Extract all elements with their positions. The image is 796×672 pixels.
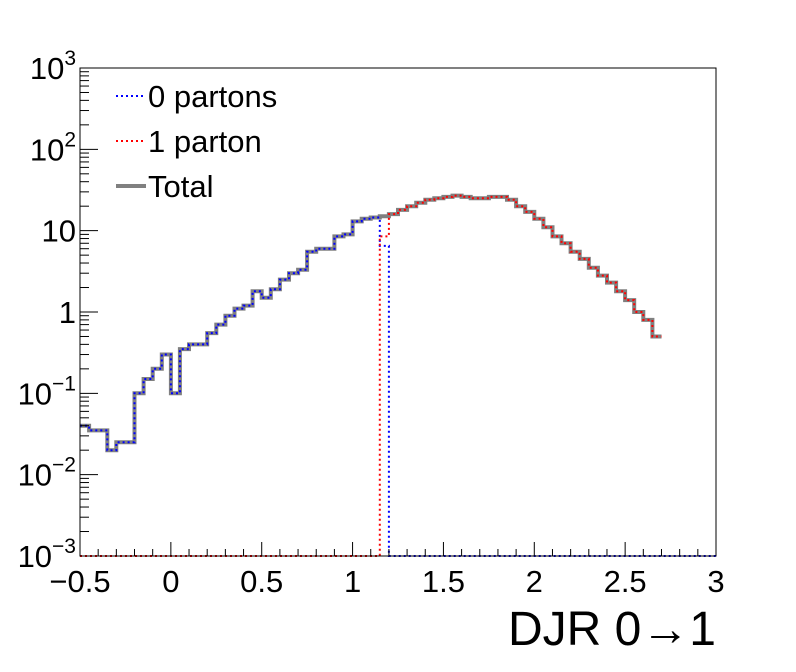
y-tick-exponent: −2 bbox=[52, 454, 76, 477]
y-tick-label: 10−1 bbox=[18, 372, 76, 411]
y-tick-base: 10 bbox=[18, 539, 52, 574]
y-tick-label: 1 bbox=[59, 295, 76, 330]
x-tick-label: 1 bbox=[344, 564, 361, 599]
y-tick-label: 102 bbox=[30, 128, 76, 167]
y-tick-label: 103 bbox=[30, 47, 76, 86]
legend-label: 0 partons bbox=[148, 79, 277, 114]
legend: 0 partons 1 parton Total bbox=[116, 79, 277, 204]
x-tick-label: 0.5 bbox=[240, 564, 283, 599]
y-tick-exponent: 2 bbox=[64, 128, 76, 151]
y-tick-base: 10 bbox=[18, 376, 52, 411]
y-tick-base: 10 bbox=[30, 51, 64, 86]
y-tick-base: 1 bbox=[59, 295, 76, 330]
y-tick-exponent: −3 bbox=[52, 535, 76, 558]
x-tick-label: 2 bbox=[526, 564, 543, 599]
x-axis-label: DJR 0→1 bbox=[508, 603, 716, 656]
x-tick-label: 0 bbox=[162, 564, 179, 599]
y-tick-base: 10 bbox=[18, 458, 52, 493]
x-tick-label: 3 bbox=[707, 564, 724, 599]
y-tick-exponent: 3 bbox=[64, 47, 76, 70]
y-tick-base: 10 bbox=[30, 132, 64, 167]
x-tick-label: 2.5 bbox=[604, 564, 647, 599]
legend-label: 1 parton bbox=[148, 124, 262, 159]
y-tick-label: 10−2 bbox=[18, 454, 76, 493]
legend-label: Total bbox=[148, 169, 213, 204]
y-tick-exponent: −1 bbox=[52, 372, 76, 395]
y-tick-label: 10−3 bbox=[18, 535, 76, 574]
x-tick-label: −0.5 bbox=[49, 564, 110, 599]
y-tick-base: 10 bbox=[42, 214, 76, 249]
series-line-total bbox=[80, 193, 662, 453]
y-tick-label: 10 bbox=[42, 214, 76, 249]
x-tick-label: 1.5 bbox=[422, 564, 465, 599]
